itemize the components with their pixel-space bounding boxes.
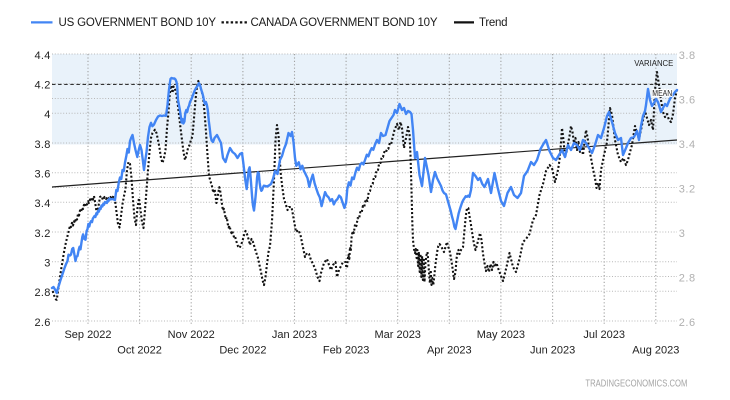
svg-text:US GOVERNMENT BOND 10Y: US GOVERNMENT BOND 10Y — [59, 17, 217, 29]
svg-text:Feb 2023: Feb 2023 — [323, 345, 369, 357]
svg-text:Aug 2023: Aug 2023 — [632, 345, 679, 357]
svg-text:VARIANCE: VARIANCE — [634, 59, 674, 68]
svg-text:3.2: 3.2 — [34, 228, 50, 240]
svg-text:3.6: 3.6 — [34, 169, 50, 181]
svg-text:4.2: 4.2 — [34, 80, 50, 92]
svg-text:4: 4 — [44, 109, 50, 121]
svg-text:Jun 2023: Jun 2023 — [530, 345, 575, 357]
svg-text:3.8: 3.8 — [34, 139, 50, 151]
svg-text:TRADINGECONOMICS.COM: TRADINGECONOMICS.COM — [585, 378, 687, 390]
svg-text:2.6: 2.6 — [34, 317, 50, 329]
svg-text:Sep 2022: Sep 2022 — [64, 329, 111, 341]
svg-text:Mar 2023: Mar 2023 — [374, 329, 420, 341]
svg-text:MEAN: MEAN — [652, 89, 672, 98]
svg-text:3.2: 3.2 — [679, 183, 696, 195]
svg-text:3: 3 — [679, 228, 686, 240]
svg-text:Nov 2022: Nov 2022 — [168, 329, 215, 341]
svg-text:Apr 2023: Apr 2023 — [427, 345, 472, 357]
svg-text:2.8: 2.8 — [679, 272, 696, 284]
svg-text:2.6: 2.6 — [679, 317, 696, 329]
svg-text:2.8: 2.8 — [34, 287, 50, 299]
svg-text:Trend: Trend — [479, 17, 508, 29]
svg-text:Jan 2023: Jan 2023 — [272, 329, 317, 341]
svg-text:4.4: 4.4 — [34, 50, 50, 62]
svg-text:3: 3 — [44, 258, 50, 270]
svg-text:Dec 2022: Dec 2022 — [219, 345, 266, 357]
svg-text:Oct 2022: Oct 2022 — [117, 345, 162, 357]
svg-text:CANADA GOVERNMENT BOND 10Y: CANADA GOVERNMENT BOND 10Y — [251, 17, 438, 29]
svg-text:May 2023: May 2023 — [477, 329, 525, 341]
svg-text:3.4: 3.4 — [34, 198, 50, 210]
svg-text:3.6: 3.6 — [679, 94, 696, 106]
svg-text:Jul 2023: Jul 2023 — [583, 329, 625, 341]
svg-text:3.8: 3.8 — [679, 50, 696, 62]
svg-text:3.4: 3.4 — [679, 139, 696, 151]
